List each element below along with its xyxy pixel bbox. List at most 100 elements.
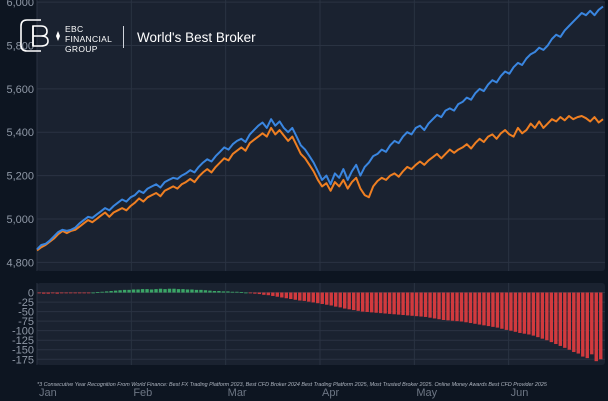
x-axis-label: Jan (39, 387, 57, 399)
spread-bar (226, 291, 230, 293)
spread-bar (594, 292, 598, 362)
spread-bar (298, 292, 302, 301)
spread-bar (360, 292, 365, 312)
spread-bar (316, 292, 320, 304)
spread-bar (531, 292, 536, 336)
spread-bar (140, 289, 145, 293)
spread-bar (181, 289, 185, 293)
spread-bar (154, 289, 158, 293)
spread-bar (428, 292, 432, 318)
spread-bar (513, 292, 518, 332)
spread-bar (567, 292, 572, 350)
spread-bar (91, 292, 95, 294)
spread-bar (176, 289, 181, 293)
spread-bar (518, 292, 522, 333)
spread-bar (414, 292, 419, 317)
price-y-tick-label: 4,800 (6, 257, 34, 269)
price-y-tick-label: 5,800 (6, 41, 34, 53)
spread-y-tick-label: -25 (18, 297, 34, 309)
x-axis-label: Mar (228, 387, 247, 399)
spread-bar (500, 292, 504, 329)
spread-bar (275, 292, 280, 297)
spread-bar (100, 291, 104, 293)
spread-bar (235, 291, 239, 293)
spread-bar (468, 292, 473, 324)
spread-bar (158, 288, 163, 293)
spread-bar (554, 292, 558, 345)
spread-bar (203, 290, 208, 293)
spread-y-tick-label: -150 (12, 345, 34, 357)
brand-line-2: FINANCIAL (65, 34, 112, 44)
x-axis-label: Feb (133, 387, 152, 399)
spread-y-tick-label: -175 (12, 354, 34, 366)
spread-bar (459, 292, 464, 322)
spread-bar (284, 292, 289, 299)
spread-bar (212, 291, 217, 293)
spread-bar (271, 292, 275, 296)
brand-divider (123, 26, 124, 48)
spread-bar (37, 292, 41, 294)
series-line-orange (36, 115, 604, 252)
spread-bar (248, 292, 253, 294)
spread-bar (396, 292, 401, 315)
spread-bar (558, 292, 563, 346)
spread-bar (149, 289, 154, 293)
spread-bar (46, 292, 50, 294)
spread-bar (392, 292, 396, 315)
spread-bar (104, 291, 109, 293)
spread-bar (536, 292, 540, 338)
spread-bar (190, 289, 194, 293)
brand-line-3: GROUP (65, 44, 98, 54)
spread-bar (590, 292, 594, 355)
spread-bar (55, 292, 59, 294)
spread-bar (257, 292, 262, 295)
spread-bar (334, 292, 338, 307)
spread-bar (73, 292, 77, 294)
spread-bar (172, 288, 176, 293)
spread-bar (464, 292, 468, 323)
spread-bar (302, 292, 306, 301)
spread-bar (378, 292, 383, 314)
spread-bar (82, 292, 86, 294)
spread-bar (239, 292, 244, 293)
spread-bar (504, 292, 509, 330)
price-y-tick-label: 6,000 (6, 0, 34, 9)
spread-bar (401, 292, 405, 316)
spread-bar (289, 292, 293, 300)
spread-bar (208, 290, 212, 293)
spread-bar (280, 292, 284, 298)
spread-bar (423, 292, 428, 317)
spread-bar (109, 291, 113, 293)
x-axis-label: Jun (511, 387, 529, 399)
spread-y-axis: 0-25-50-75-100-125-150-175 (12, 288, 34, 367)
spread-bar (167, 288, 172, 293)
spread-bar (60, 292, 64, 294)
price-grid (36, 0, 605, 271)
spread-bar (374, 292, 378, 313)
spread-bar (51, 292, 55, 294)
price-panel: 6,000 5,800 5,600 5,400 5,200 5,000 4,800 (6, 0, 605, 271)
spread-bar (77, 292, 82, 294)
spread-bar (563, 292, 567, 348)
spread-bar (477, 292, 482, 325)
spread-y-tick-label: -100 (12, 326, 34, 338)
spread-bar (42, 292, 46, 294)
spread-bar (266, 292, 271, 296)
spread-bar (325, 292, 329, 305)
spread-bar (163, 289, 167, 293)
spread-bar (432, 292, 437, 319)
price-y-tick-label: 5,200 (6, 171, 34, 183)
spread-bar (441, 292, 446, 320)
spread-bar (495, 292, 500, 328)
spread-y-tick-label: -50 (18, 307, 34, 319)
spread-bar (572, 292, 576, 353)
spread-bar (262, 292, 266, 295)
spread-bar (473, 292, 477, 324)
price-y-axis: 6,000 5,800 5,600 5,400 5,200 5,000 4,800 (6, 0, 34, 269)
x-axis-label: May (416, 387, 437, 399)
spread-bar (482, 292, 486, 326)
spread-bar (253, 292, 257, 294)
brand-line-1: EBC (65, 24, 83, 34)
spread-bar (293, 292, 297, 300)
